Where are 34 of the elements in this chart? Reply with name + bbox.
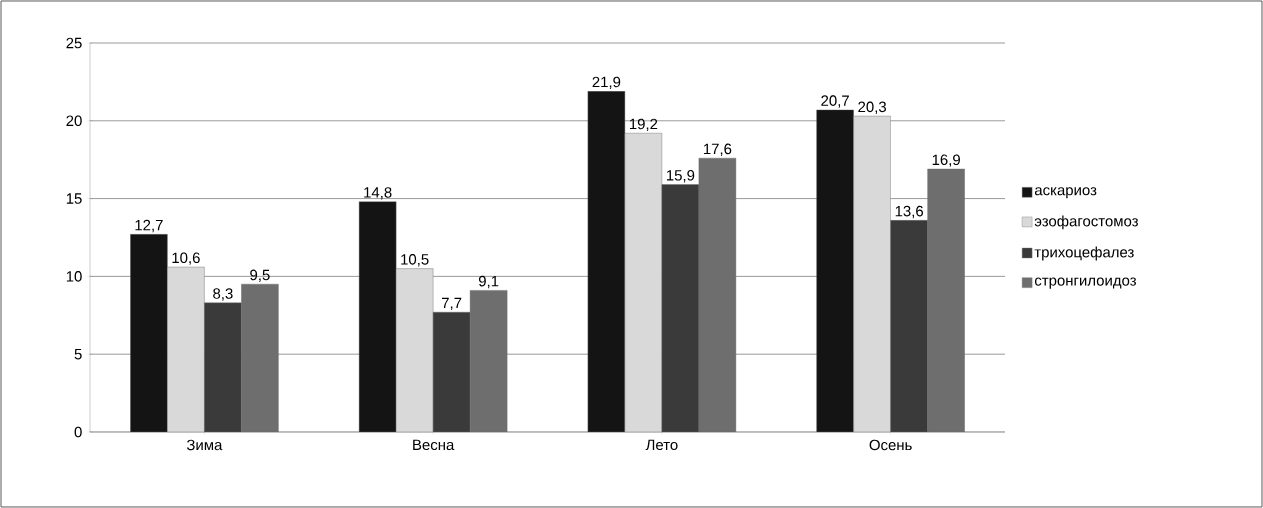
bar (853, 115, 891, 432)
data-label: 13,6 (895, 205, 924, 219)
data-label: 8,3 (213, 288, 233, 301)
data-label: 20,3 (858, 101, 887, 114)
data-label: 9,1 (478, 275, 499, 289)
y-tick-label: 25 (66, 37, 82, 49)
data-label: 12,7 (135, 219, 163, 233)
x-tick-label: Весна (413, 439, 455, 451)
y-tick-label: 20 (66, 115, 82, 127)
data-label: 21,9 (592, 76, 621, 90)
y-tick-label: 15 (66, 193, 82, 204)
legend-label: аскариоз (1034, 187, 1097, 199)
data-label: 19,2 (629, 118, 658, 132)
data-label: 14,8 (364, 187, 392, 200)
legend-label: трихоцефалез (1034, 246, 1134, 261)
x-tick-label: Осень (869, 439, 912, 451)
data-label: 15,9 (666, 170, 695, 183)
bar (167, 266, 205, 432)
data-label: 17,6 (703, 143, 732, 156)
data-label: 16,9 (932, 154, 960, 167)
y-tick-label: 5 (74, 348, 82, 360)
bar (624, 133, 663, 432)
y-tick-label: 10 (66, 271, 82, 282)
y-tick-label: 0 (74, 426, 82, 438)
data-label: 9,5 (250, 269, 270, 282)
data-label: 10,5 (401, 254, 429, 267)
legend-label: эзофагостомоз (1034, 215, 1138, 230)
data-label: 20,7 (821, 95, 849, 108)
data-label: 10,6 (172, 252, 200, 265)
bar (395, 268, 434, 432)
x-tick-label: Лето (645, 439, 678, 451)
legend-label: стронгилоидоз (1034, 277, 1136, 289)
x-tick-label: Зима (186, 439, 223, 451)
data-label: 7,7 (442, 297, 462, 310)
